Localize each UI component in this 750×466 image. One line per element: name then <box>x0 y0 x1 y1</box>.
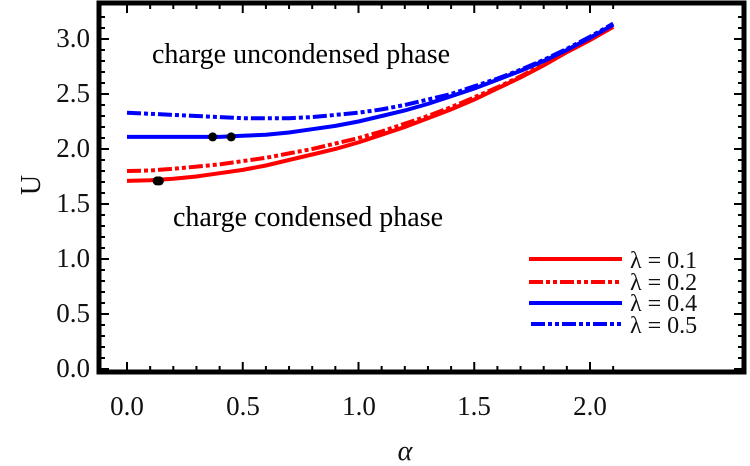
x-tick-labels: 0.0 0.5 1.0 1.5 2.0 <box>110 391 607 421</box>
legend-item: λ = 0.5 <box>531 313 697 339</box>
x-tick-label: 0.0 <box>110 391 144 421</box>
series-layer <box>126 21 615 183</box>
y-axis-label: U <box>16 175 47 195</box>
legend-label: λ = 0.5 <box>630 313 697 339</box>
critical-point-marker <box>208 132 218 142</box>
plot-frame <box>96 0 747 375</box>
y-tick-label: 1.5 <box>56 188 90 218</box>
series-lambda-0.2 <box>126 22 615 173</box>
x-tick-label: 1.5 <box>457 391 491 421</box>
x-tick-label: 1.0 <box>342 391 376 421</box>
series-lambda-0.5 <box>126 21 615 121</box>
legend-label: λ = 0.4 <box>630 291 697 317</box>
annotation-condensed: charge condensed phase <box>173 202 443 233</box>
legend-item: λ = 0.4 <box>529 291 697 317</box>
critical-point-markers <box>152 132 236 186</box>
legend-label: λ = 0.2 <box>630 270 697 296</box>
y-tick-label: 1.0 <box>56 243 90 273</box>
annotation-uncondensed: charge uncondensed phase <box>152 39 450 70</box>
legend-item: λ = 0.2 <box>529 270 697 296</box>
y-tick-label: 0.0 <box>56 353 90 383</box>
y-tick-label: 2.0 <box>56 133 90 163</box>
y-tick-label: 0.5 <box>56 298 90 328</box>
legend-item: λ = 0.1 <box>529 248 697 274</box>
y-tick-labels: 0.0 0.5 1.0 1.5 2.0 2.5 3.0 <box>56 23 90 383</box>
critical-point-marker <box>226 132 236 142</box>
x-axis-label: α <box>398 436 414 466</box>
y-tick-label: 3.0 <box>56 23 90 53</box>
x-tick-label: 2.0 <box>573 391 607 421</box>
y-tick-label: 2.5 <box>56 78 90 108</box>
legend-label: λ = 0.1 <box>630 248 697 274</box>
axis-ticks <box>101 5 742 370</box>
x-tick-label: 0.5 <box>226 391 260 421</box>
legend: λ = 0.1 λ = 0.2 λ = 0.4 λ = 0.5 <box>529 248 697 339</box>
critical-point-marker <box>154 176 164 186</box>
